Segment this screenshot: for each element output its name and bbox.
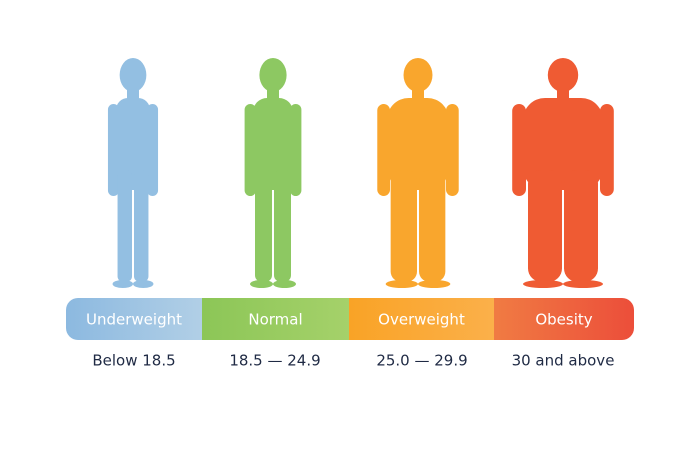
- leg: [274, 170, 291, 282]
- category-bar: [66, 298, 634, 340]
- arm: [107, 104, 119, 196]
- category-segment: [202, 298, 349, 340]
- arm: [244, 104, 256, 196]
- torso: [253, 98, 293, 190]
- leg: [528, 170, 562, 282]
- leg: [255, 170, 272, 282]
- head: [403, 58, 433, 92]
- head: [259, 58, 287, 92]
- foot: [133, 280, 154, 288]
- leg: [117, 170, 132, 282]
- leg: [390, 170, 417, 282]
- silhouette: [512, 58, 614, 288]
- labels: Underweight Below 18.5 Normal 18.5 — 24.9 Ov…: [86, 311, 614, 370]
- category-segment: [494, 298, 634, 340]
- category-label: Overweight: [378, 311, 465, 329]
- foot: [418, 280, 451, 288]
- category-segment: [349, 298, 494, 340]
- leg: [134, 170, 149, 282]
- bmi-range: 25.0 — 29.9: [376, 352, 467, 370]
- silhouette: [244, 58, 302, 288]
- category-segment: [66, 298, 202, 340]
- silhouette: [107, 58, 159, 288]
- leg: [419, 170, 446, 282]
- arm: [512, 104, 526, 196]
- foot: [385, 280, 419, 288]
- torso: [523, 98, 603, 190]
- foot: [563, 280, 603, 288]
- head: [547, 58, 579, 92]
- category-label: Underweight: [86, 311, 182, 329]
- foot: [523, 280, 563, 288]
- torso: [116, 98, 150, 190]
- arm: [147, 104, 159, 196]
- bmi-range: 18.5 — 24.9: [229, 352, 320, 370]
- arm: [446, 104, 459, 196]
- foot: [273, 280, 296, 288]
- category-label: Normal: [248, 311, 302, 329]
- torso: [387, 98, 449, 190]
- silhouette: [377, 58, 459, 288]
- bmi-range: 30 and above: [512, 352, 615, 370]
- bmi-range: Below 18.5: [92, 352, 175, 370]
- foot: [112, 280, 133, 288]
- arm: [290, 104, 302, 196]
- head: [119, 58, 147, 92]
- arm: [600, 104, 614, 196]
- foot: [250, 280, 273, 288]
- silhouettes: [107, 58, 614, 288]
- category-label: Obesity: [535, 311, 592, 329]
- leg: [564, 170, 598, 282]
- arm: [377, 104, 390, 196]
